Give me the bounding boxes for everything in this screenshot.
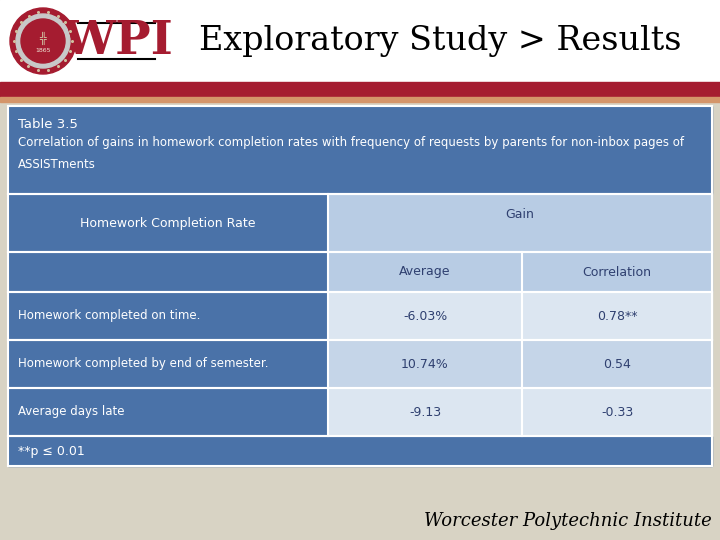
Bar bbox=[328, 194, 712, 252]
Bar bbox=[8, 194, 328, 252]
Text: -0.33: -0.33 bbox=[601, 406, 633, 419]
Bar bbox=[328, 340, 522, 388]
Circle shape bbox=[16, 14, 70, 68]
Circle shape bbox=[10, 8, 76, 74]
Bar bbox=[328, 388, 522, 436]
Text: 1865: 1865 bbox=[35, 48, 50, 52]
Text: Correlation: Correlation bbox=[582, 266, 652, 279]
Text: Average: Average bbox=[400, 266, 451, 279]
Text: 10.74%: 10.74% bbox=[401, 357, 449, 370]
Text: Homework completed on time.: Homework completed on time. bbox=[18, 309, 200, 322]
Bar bbox=[522, 292, 712, 340]
Bar bbox=[8, 340, 328, 388]
Text: Correlation of gains in homework completion rates with frequency of requests by : Correlation of gains in homework complet… bbox=[18, 136, 684, 149]
Text: Worcester Polytechnic Institute: Worcester Polytechnic Institute bbox=[424, 512, 712, 530]
Text: Average days late: Average days late bbox=[18, 406, 125, 419]
Text: Table 3.5: Table 3.5 bbox=[18, 118, 78, 131]
Bar bbox=[522, 252, 712, 292]
Text: -9.13: -9.13 bbox=[409, 406, 441, 419]
Bar bbox=[522, 340, 712, 388]
Bar bbox=[0, 0, 720, 82]
Text: ╬: ╬ bbox=[40, 31, 46, 45]
Bar bbox=[8, 388, 328, 436]
Text: Homework completed by end of semester.: Homework completed by end of semester. bbox=[18, 357, 269, 370]
Text: Exploratory Study > Results: Exploratory Study > Results bbox=[199, 25, 681, 57]
Text: Gain: Gain bbox=[505, 208, 534, 221]
Text: 0.78**: 0.78** bbox=[597, 309, 637, 322]
Bar bbox=[0, 82, 720, 97]
Bar bbox=[328, 292, 522, 340]
Bar bbox=[8, 292, 328, 340]
Bar bbox=[8, 436, 712, 466]
Text: -6.03%: -6.03% bbox=[403, 309, 447, 322]
Bar bbox=[522, 388, 712, 436]
Bar bbox=[328, 252, 522, 292]
Bar bbox=[8, 106, 712, 194]
Text: **p ≤ 0.01: **p ≤ 0.01 bbox=[18, 444, 85, 457]
Text: 0.54: 0.54 bbox=[603, 357, 631, 370]
Text: ASSISTments: ASSISTments bbox=[18, 158, 96, 171]
Circle shape bbox=[21, 19, 65, 63]
Bar bbox=[8, 252, 328, 292]
Text: Homework Completion Rate: Homework Completion Rate bbox=[80, 217, 256, 230]
Bar bbox=[0, 97, 720, 102]
Text: WPI: WPI bbox=[63, 18, 174, 64]
